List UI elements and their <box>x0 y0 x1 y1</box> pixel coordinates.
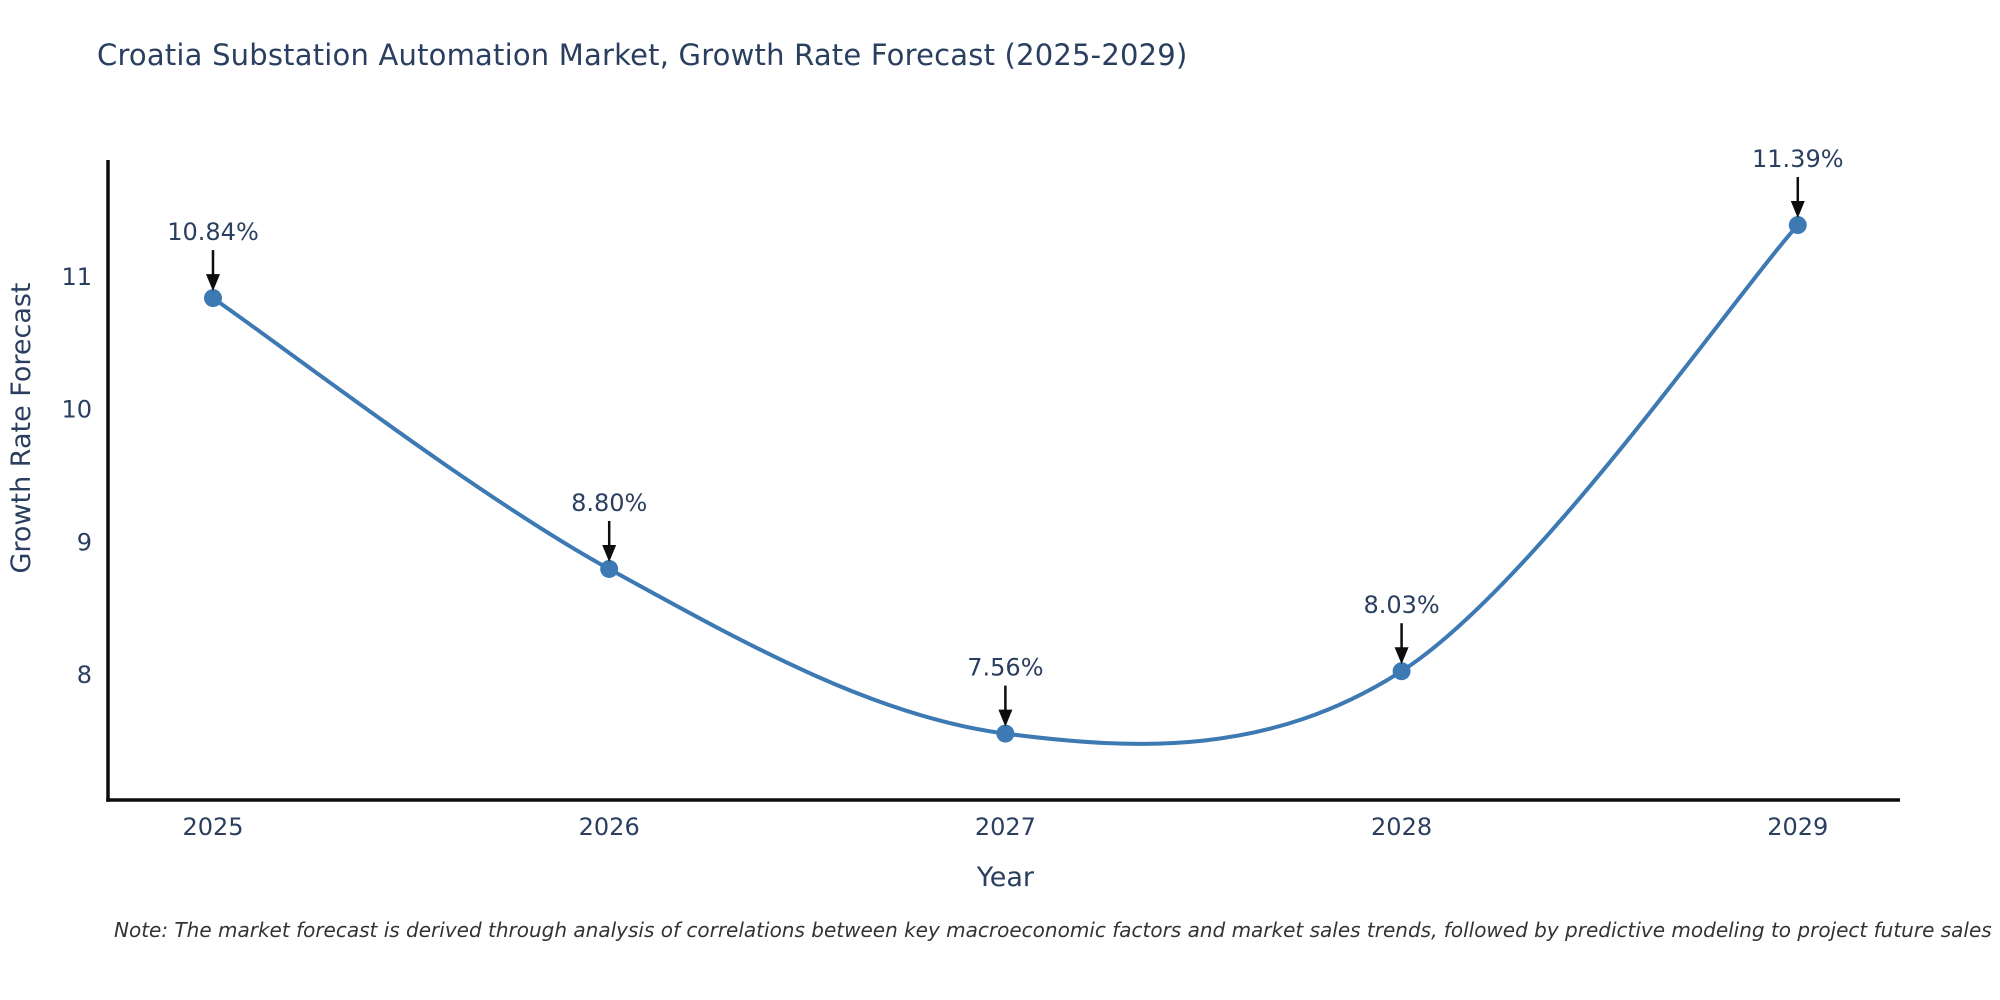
point-label: 8.03% <box>1363 591 1439 619</box>
footnote: Note: The market forecast is derived thr… <box>114 918 1992 942</box>
x-tick-label: 2029 <box>1767 813 1828 841</box>
point-label: 8.80% <box>571 489 647 517</box>
data-point[interactable] <box>1392 662 1411 681</box>
x-tick-label: 2025 <box>182 813 243 841</box>
data-point[interactable] <box>996 724 1015 743</box>
y-axis-title: Growth Rate Forecast <box>6 282 37 573</box>
y-tick-label: 10 <box>61 396 92 424</box>
annotation-arrowhead <box>205 274 220 292</box>
annotation-arrowhead <box>1394 647 1409 665</box>
point-label: 11.39% <box>1752 145 1844 173</box>
point-label: 10.84% <box>167 218 259 246</box>
data-point[interactable] <box>203 289 222 308</box>
data-point[interactable] <box>600 559 619 578</box>
annotation-arrowhead <box>1790 201 1805 219</box>
y-tick-label: 11 <box>61 263 92 291</box>
annotation-arrowhead <box>602 544 617 562</box>
chart-title: Croatia Substation Automation Market, Gr… <box>97 38 1188 72</box>
x-axis-title: Year <box>976 862 1035 893</box>
series-curve <box>211 223 1800 746</box>
annotation-arrowhead <box>998 709 1013 727</box>
x-tick-label: 2026 <box>579 813 640 841</box>
point-label: 7.56% <box>967 654 1043 682</box>
data-point[interactable] <box>1788 216 1807 235</box>
x-tick-label: 2028 <box>1371 813 1432 841</box>
y-tick-label: 9 <box>77 528 92 556</box>
x-tick-label: 2027 <box>975 813 1036 841</box>
y-tick-label: 8 <box>77 661 92 689</box>
